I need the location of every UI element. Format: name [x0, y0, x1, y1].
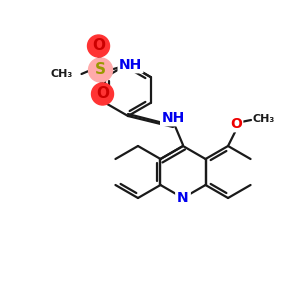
Text: O: O [92, 38, 105, 53]
Text: N: N [177, 191, 189, 205]
Text: S: S [95, 62, 106, 77]
Text: NH: NH [119, 58, 142, 72]
Text: O: O [96, 86, 109, 101]
Text: O: O [230, 117, 242, 131]
Text: CH₃: CH₃ [50, 69, 73, 79]
Circle shape [92, 83, 113, 105]
Circle shape [88, 58, 112, 82]
Circle shape [88, 35, 110, 57]
Text: CH₃: CH₃ [253, 114, 275, 124]
Text: NH: NH [161, 111, 184, 125]
